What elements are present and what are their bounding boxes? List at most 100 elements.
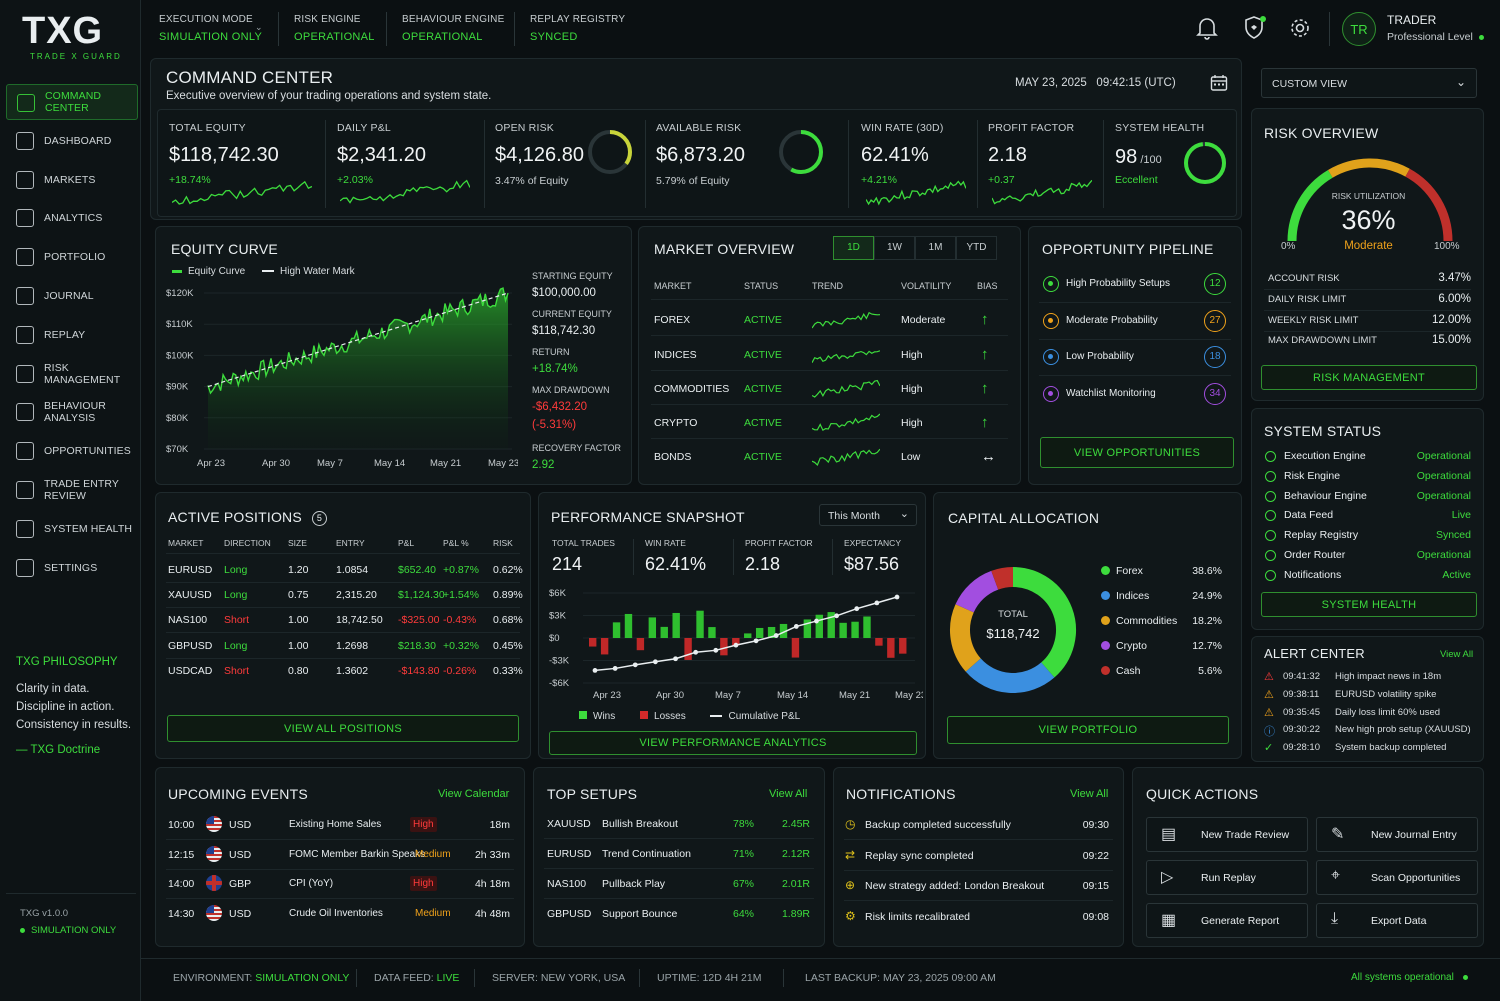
tab-1w[interactable]: 1W (874, 236, 915, 260)
chevron-down-icon[interactable]: ⌄ (255, 22, 263, 32)
column-header: BIAS (977, 281, 998, 291)
notification-text[interactable]: Replay sync completed (865, 849, 974, 862)
row-divider (166, 582, 520, 583)
view-all-notifications-link[interactable]: View All (1070, 788, 1109, 800)
notification-text[interactable]: Backup completed successfully (865, 819, 1011, 831)
run-replay-button[interactable]: ▷ Run Replay (1146, 860, 1308, 895)
position-market[interactable]: NAS100 (168, 614, 208, 627)
row-divider (544, 898, 814, 899)
setup-probability: 71% (733, 848, 755, 860)
custom-view-select[interactable]: CUSTOM VIEW ⌄ (1261, 68, 1477, 98)
donut-slice-crypto[interactable] (955, 570, 999, 613)
opportunity-label[interactable]: Low Probability (1066, 351, 1134, 363)
sidebar-item-analytics[interactable]: ANALYTICS (6, 200, 138, 236)
alert-text[interactable]: Daily loss limit 60% used (1335, 706, 1441, 718)
donut-slice-indices[interactable] (965, 658, 1055, 693)
opportunity-label[interactable]: High Probability Setups (1066, 278, 1170, 289)
avatar[interactable]: TR (1342, 12, 1376, 46)
market-name[interactable]: INDICES (654, 349, 697, 361)
new-trade-review-button[interactable]: ▤ New Trade Review (1146, 817, 1308, 852)
event-name[interactable]: CPI (YoY) (289, 878, 334, 889)
generate-report-button[interactable]: ▦ Generate Report (1146, 903, 1308, 938)
x-tick-label: Apr 30 (656, 690, 684, 701)
flag-canton (206, 816, 214, 824)
tab-ytd[interactable]: YTD (956, 236, 997, 260)
period-select[interactable]: This Month ⌄ (819, 504, 917, 526)
execution-mode-value[interactable]: SIMULATION ONLY (159, 31, 263, 43)
view-all-positions-button[interactable]: VIEW ALL POSITIONS (167, 715, 519, 742)
new-journal-entry-button[interactable]: ✎ New Journal Entry (1316, 817, 1478, 852)
bell-icon[interactable] (1196, 16, 1218, 40)
export-data-button[interactable]: ⤓ Export Data (1316, 903, 1478, 938)
view-all-alerts-link[interactable]: View All (1440, 649, 1474, 660)
view-all-setups-link[interactable]: View All (769, 788, 808, 800)
alert-text[interactable]: EURUSD volatility spike (1335, 688, 1437, 700)
execution-mode-label: EXECUTION MODE (159, 14, 253, 25)
sidebar-item-trade-entry-review[interactable]: TRADE ENTRY REVIEW (6, 472, 138, 508)
calendar-icon[interactable] (1209, 73, 1229, 93)
brand-logo[interactable]: TXG TRADE X GUARD (22, 10, 122, 64)
sidebar-item-command-center[interactable]: COMMAND CENTER (6, 84, 138, 120)
donut-slice-commodities[interactable] (950, 604, 982, 672)
legend-dot (1101, 591, 1110, 600)
sidebar-item-markets[interactable]: MARKETS (6, 162, 138, 198)
view-performance-analytics-button[interactable]: VIEW PERFORMANCE ANALYTICS (549, 731, 917, 755)
market-name[interactable]: FOREX (654, 314, 691, 326)
scan-opportunities-button[interactable]: ⌖ Scan Opportunities (1316, 860, 1478, 895)
system-component-status: Operational (1416, 549, 1471, 561)
alert-text[interactable]: System backup completed (1335, 742, 1447, 754)
sidebar-item-risk-management[interactable]: RISK MANAGEMENT (6, 356, 138, 392)
event-name[interactable]: FOMC Member Barkin Speaks (289, 848, 426, 860)
view-opportunities-button[interactable]: VIEW OPPORTUNITIES (1040, 437, 1234, 468)
setup-r-multiple: 2.45R (781, 818, 810, 830)
sidebar-item-portfolio[interactable]: PORTFOLIO (6, 239, 138, 275)
shield-icon[interactable] (1243, 15, 1267, 41)
risk-limit-label: DAILY RISK LIMIT (1268, 293, 1347, 305)
win-bar (803, 619, 812, 638)
market-name[interactable]: BONDS (654, 451, 692, 463)
sidebar-item-settings[interactable]: SETTINGS (6, 550, 138, 586)
notification-text[interactable]: New strategy added: London Breakout (865, 880, 1045, 892)
view-calendar-link[interactable]: View Calendar (438, 788, 510, 800)
donut-slice-forex[interactable] (1012, 567, 1076, 678)
setup-symbol[interactable]: XAUUSD (547, 818, 591, 830)
position-market[interactable]: EURUSD (168, 564, 213, 576)
risk-overview-panel: RISK OVERVIEW RISK UTILIZATION 36% Moder… (1251, 108, 1484, 401)
tab-1d[interactable]: 1D (833, 236, 874, 260)
sidebar-item-dashboard[interactable]: DASHBOARD (6, 123, 138, 159)
opportunity-label[interactable]: Moderate Probability (1066, 314, 1158, 326)
status-dot (1462, 974, 1468, 980)
position-market[interactable]: USDCAD (168, 664, 213, 677)
market-name[interactable]: COMMODITIES (654, 383, 730, 395)
setup-symbol[interactable]: NAS100 (547, 878, 587, 890)
sidebar-item-journal[interactable]: JOURNAL (6, 278, 138, 314)
sidebar-item-label: PORTFOLIO (44, 251, 106, 264)
system-component-status: Live (1451, 509, 1471, 522)
notification-text[interactable]: Risk limits recalibrated (865, 910, 971, 923)
market-name[interactable]: CRYPTO (654, 417, 698, 429)
system-health-button[interactable]: SYSTEM HEALTH (1261, 592, 1477, 617)
sidebar-item-replay[interactable]: REPLAY (6, 317, 138, 353)
setup-symbol[interactable]: GBPUSD (547, 908, 592, 920)
risk-management-button[interactable]: RISK MANAGEMENT (1261, 365, 1477, 390)
sidebar-item-opportunities[interactable]: OPPORTUNITIES (6, 433, 138, 469)
event-name[interactable]: Crude Oil Inventories (289, 907, 383, 919)
donut-slice-cash[interactable] (991, 567, 1014, 590)
view-portfolio-button[interactable]: VIEW PORTFOLIO (947, 716, 1229, 744)
position-market[interactable]: GBPUSD (168, 639, 213, 652)
kpi-label: OPEN RISK (495, 122, 554, 134)
setup-symbol[interactable]: EURUSD (547, 848, 592, 860)
notification-time: 09:22 (1082, 849, 1109, 862)
gear-icon[interactable] (1289, 17, 1311, 39)
sidebar-item-behaviour-analysis[interactable]: BEHAVIOUR ANALYSIS (6, 394, 138, 430)
sidebar-item-system-health[interactable]: SYSTEM HEALTH (6, 511, 138, 547)
opportunity-label[interactable]: Watchlist Monitoring (1066, 388, 1156, 400)
sidebar-item-label: RISK MANAGEMENT (44, 361, 121, 386)
tab-1m[interactable]: 1M (915, 236, 956, 260)
alert-text[interactable]: High impact news in 18m (1335, 671, 1442, 682)
event-name[interactable]: Existing Home Sales (289, 819, 382, 830)
opportunity-count-badge: 18 (1204, 346, 1226, 369)
alert-text[interactable]: New high prob setup (XAUUSD) (1335, 724, 1471, 736)
sidebar-item-label: TRADE ENTRY REVIEW (44, 478, 119, 502)
position-market[interactable]: XAUUSD (168, 589, 212, 602)
